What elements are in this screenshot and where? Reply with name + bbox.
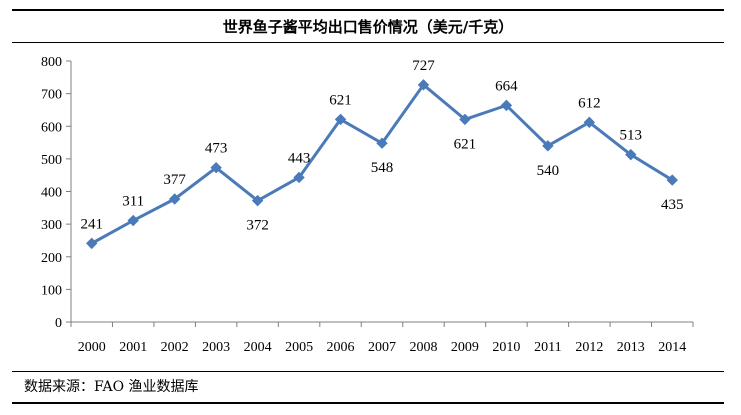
data-label: 664 (495, 78, 518, 94)
y-tick-label: 0 (55, 316, 62, 331)
top-rule (12, 9, 724, 11)
y-tick-label: 200 (41, 251, 62, 266)
data-label: 372 (246, 218, 269, 234)
y-tick-label: 800 (41, 55, 62, 70)
data-point (251, 194, 264, 207)
y-tick-label: 600 (41, 120, 62, 135)
data-point (168, 193, 181, 205)
data-point (666, 174, 678, 186)
y-tick-label: 400 (41, 186, 62, 201)
data-point (459, 113, 471, 126)
data-label: 727 (412, 58, 435, 74)
data-point (293, 171, 305, 184)
data-label: 377 (163, 172, 186, 188)
title-rule (12, 42, 724, 43)
data-label: 621 (329, 92, 352, 108)
data-label: 435 (661, 197, 684, 213)
data-point (625, 148, 637, 161)
source-note: 数据来源：FAO 渔业数据库 (24, 379, 199, 395)
x-tick-label: 2011 (534, 340, 561, 355)
x-tick-label: 2010 (492, 340, 520, 355)
x-tick-label: 2007 (368, 340, 396, 355)
chart-title: 世界鱼子酱平均出口售价情况（美元/千克） (222, 18, 514, 36)
y-tick-label: 300 (41, 218, 62, 233)
data-point (86, 237, 98, 250)
data-label: 540 (537, 163, 560, 179)
data-label: 548 (371, 160, 394, 176)
x-tick-label: 2005 (285, 340, 313, 355)
source-top-rule (12, 371, 724, 372)
x-tick-label: 2000 (78, 340, 106, 355)
data-point (127, 214, 139, 227)
data-point (210, 161, 222, 174)
data-label: 621 (454, 136, 477, 152)
x-tick-label: 2001 (119, 340, 147, 355)
data-point (376, 137, 388, 149)
data-point (417, 79, 430, 91)
data-label: 311 (122, 194, 144, 210)
x-tick-label: 2004 (244, 340, 272, 355)
data-point (500, 99, 513, 112)
data-label: 513 (620, 128, 643, 144)
data-point (583, 116, 596, 129)
data-label: 473 (205, 141, 228, 157)
y-tick-label: 700 (41, 88, 62, 103)
x-tick-label: 2014 (658, 340, 686, 355)
x-tick-label: 2003 (202, 340, 230, 355)
x-tick-label: 2009 (451, 340, 479, 355)
data-label: 241 (80, 216, 103, 232)
data-label: 612 (578, 95, 601, 111)
x-tick-label: 2006 (327, 340, 355, 355)
x-tick-label: 2013 (617, 340, 645, 355)
bottom-rule (12, 402, 724, 404)
x-tick-label: 2002 (161, 340, 189, 355)
x-tick-label: 2012 (575, 340, 603, 355)
x-tick-label: 2008 (409, 340, 437, 355)
data-label: 443 (288, 150, 311, 166)
y-tick-label: 100 (41, 283, 62, 298)
data-point (542, 140, 554, 152)
data-point (334, 113, 347, 126)
y-tick-label: 500 (41, 153, 62, 168)
